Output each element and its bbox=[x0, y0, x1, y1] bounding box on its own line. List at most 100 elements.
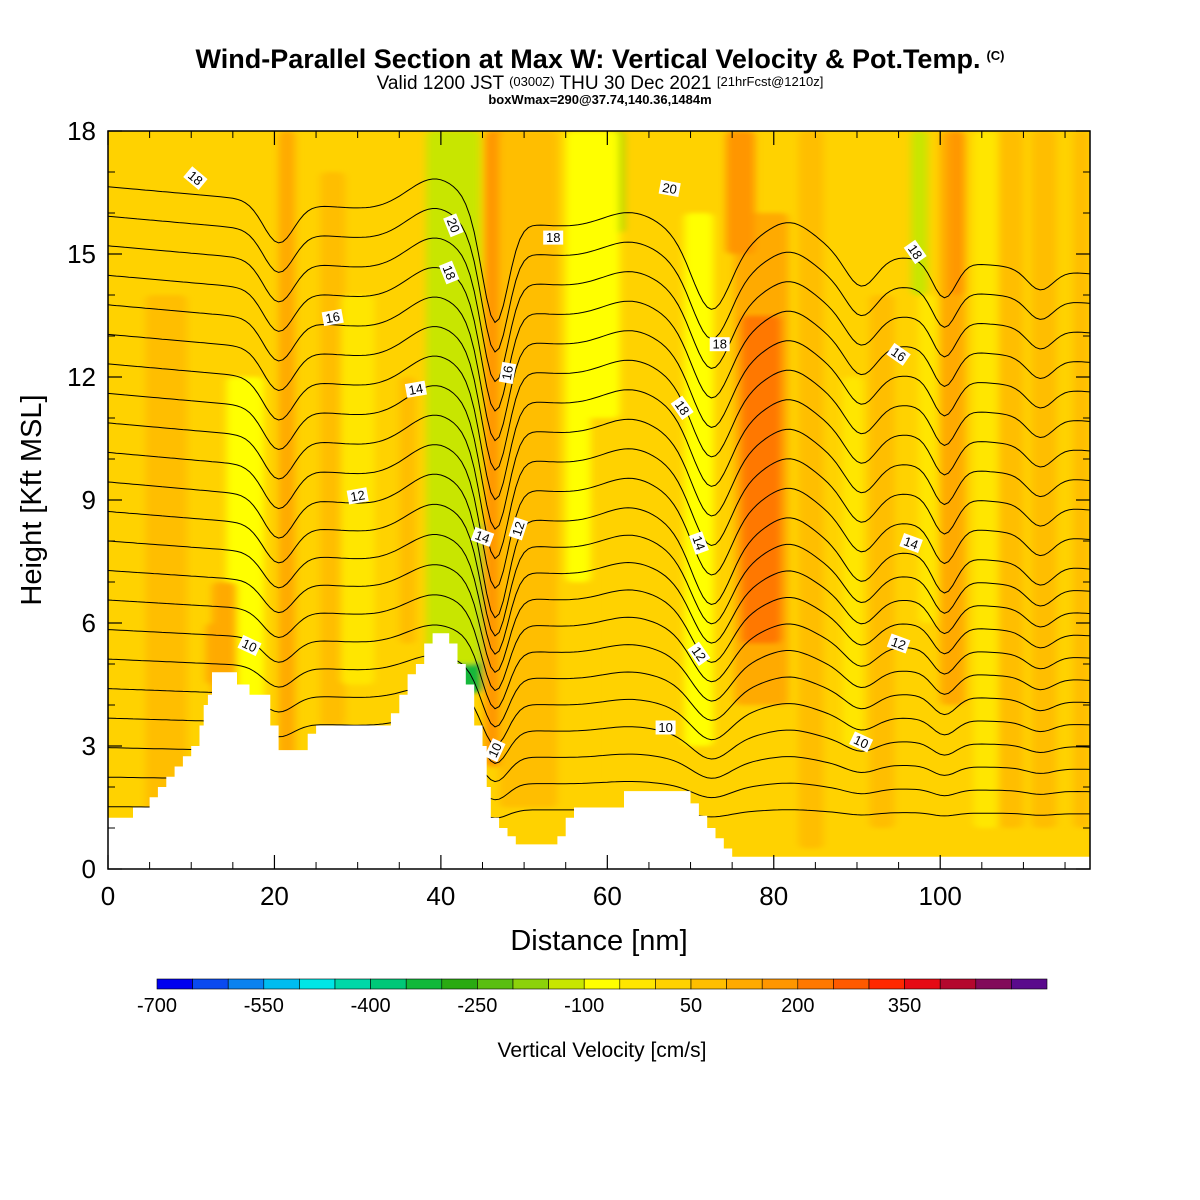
y-tick-label: 12 bbox=[67, 362, 96, 392]
velocity-band bbox=[145, 295, 188, 816]
velocity-band bbox=[1031, 131, 1057, 828]
y-tick-label: 9 bbox=[82, 485, 96, 515]
contour-label-text: 18 bbox=[440, 263, 459, 282]
y-tick-label: 15 bbox=[67, 239, 96, 269]
contour-label-box bbox=[670, 395, 694, 421]
velocity-band bbox=[205, 623, 227, 685]
theta-contour bbox=[108, 414, 1090, 560]
colorbar-swatch bbox=[939, 978, 977, 990]
contour-label-text: 20 bbox=[444, 216, 463, 235]
x-tick-label: 40 bbox=[426, 881, 455, 911]
contour-label-text: 18 bbox=[672, 398, 693, 418]
contour-label-box bbox=[498, 361, 517, 384]
colorbar-swatch bbox=[1011, 978, 1048, 990]
colorbar-swatch bbox=[761, 978, 799, 990]
contour-label-text: 12 bbox=[889, 634, 908, 653]
y-axis-label: Height [Kft MSL] bbox=[16, 394, 48, 605]
contour-label: 12 bbox=[687, 641, 711, 667]
colorbar-swatch bbox=[156, 978, 193, 990]
contour-label-text: 12 bbox=[509, 520, 528, 538]
contour-label: 18 bbox=[543, 230, 564, 245]
contour-label-box bbox=[183, 166, 208, 190]
x-tick-label: 0 bbox=[101, 881, 115, 911]
contour-label-text: 16 bbox=[324, 309, 341, 326]
colorbar-swatch bbox=[441, 978, 478, 990]
contour-label-text: 14 bbox=[902, 533, 921, 552]
contour-label: 14 bbox=[404, 381, 427, 398]
colorbar-swatch bbox=[868, 978, 905, 990]
valid-time-line: Valid 1200 JST (0300Z) THU 30 Dec 2021 [… bbox=[0, 73, 1200, 95]
theta-contour bbox=[108, 684, 1090, 746]
theta-contour bbox=[108, 564, 1090, 673]
contour-label-box bbox=[709, 337, 730, 352]
colorbar-swatch bbox=[904, 978, 941, 990]
x-axis-label: Distance [nm] bbox=[510, 925, 687, 957]
contour-label: 18 bbox=[183, 166, 208, 190]
valid-time: Valid 1200 JST bbox=[376, 73, 504, 94]
velocity-band bbox=[725, 131, 756, 254]
theta-contour bbox=[108, 503, 1090, 637]
velocity-band bbox=[973, 131, 999, 828]
contour-label: 18 bbox=[670, 395, 694, 421]
contour-label: 14 bbox=[470, 526, 495, 547]
colorbar-swatch bbox=[548, 978, 585, 990]
contour-label: 10 bbox=[237, 634, 262, 657]
contour-label-box bbox=[886, 633, 911, 654]
x-tick-label: 100 bbox=[919, 881, 962, 911]
contour-label-text: 10 bbox=[658, 720, 672, 735]
theta-contour bbox=[108, 178, 1090, 324]
contour-label-text: 16 bbox=[888, 344, 908, 365]
contour-label-text: 12 bbox=[689, 644, 710, 664]
theta-contour bbox=[108, 534, 1090, 655]
colorbar-swatch bbox=[370, 978, 407, 990]
contour-label-box bbox=[886, 342, 911, 366]
colorbar-swatch bbox=[477, 978, 514, 990]
contour-label-text: 16 bbox=[499, 364, 516, 381]
contour-label-text: 14 bbox=[407, 381, 424, 398]
velocity-band bbox=[798, 131, 824, 849]
theta-contour bbox=[108, 624, 1090, 710]
colorbar-swatch bbox=[975, 978, 1012, 990]
contour-label: 14 bbox=[688, 531, 709, 555]
colorbar: -700 -550 -400 -250 -100 50 200 350 Vertical Vel… bbox=[137, 978, 1048, 1062]
contour-label-box bbox=[443, 213, 464, 238]
contour-label-box bbox=[508, 517, 529, 541]
theta-contour bbox=[108, 654, 1090, 728]
velocity-band bbox=[278, 131, 296, 767]
colorbar-tick-label: 200 bbox=[781, 995, 814, 1017]
velocity-band bbox=[842, 377, 864, 746]
contour-label-box bbox=[849, 731, 874, 753]
contour-label: 20 bbox=[658, 179, 681, 198]
x-tick-label: 20 bbox=[260, 881, 289, 911]
contour-label-box bbox=[899, 533, 923, 553]
colorbar-tick-label: -100 bbox=[564, 995, 604, 1017]
plot-axes: 0 20 40 60 80 100 0 3 6 9 12 15 18 Distance [nm] Heigh… bbox=[16, 116, 1091, 957]
contour-label: 10 bbox=[484, 738, 506, 763]
contour-label-box bbox=[346, 487, 369, 505]
contour-label: 16 bbox=[321, 309, 344, 326]
chart-title-text: Wind-Parallel Section at Max W: Vertical… bbox=[195, 44, 981, 74]
velocity-band bbox=[949, 131, 965, 295]
velocity-band bbox=[684, 213, 714, 746]
contour-label-text: 18 bbox=[546, 230, 560, 245]
velocity-band bbox=[746, 377, 777, 603]
contour-label-box bbox=[543, 230, 564, 245]
colorbar-swatch bbox=[690, 978, 727, 990]
contour-label-box bbox=[470, 526, 495, 547]
contour-labels: 18 20 18 18 20 18 16 16 18 16 14 18 12 14 12 14 14 10 12 12… bbox=[183, 166, 927, 763]
contour-label: 18 bbox=[903, 239, 927, 265]
terrain bbox=[108, 633, 1090, 869]
x-tick-label: 60 bbox=[593, 881, 622, 911]
contour-label-text: 10 bbox=[240, 636, 259, 656]
y-tick-label: 0 bbox=[82, 854, 96, 884]
contour-label: 14 bbox=[899, 533, 923, 553]
contour-label: 16 bbox=[886, 342, 911, 366]
contour-label-box bbox=[658, 179, 681, 198]
colorbar-swatch bbox=[619, 978, 656, 990]
colorbar-tick-label: -250 bbox=[457, 995, 497, 1017]
theta-contour bbox=[108, 473, 1090, 619]
colorbar-swatch bbox=[299, 978, 336, 990]
velocity-band bbox=[426, 131, 481, 664]
theta-contour bbox=[108, 326, 1090, 471]
